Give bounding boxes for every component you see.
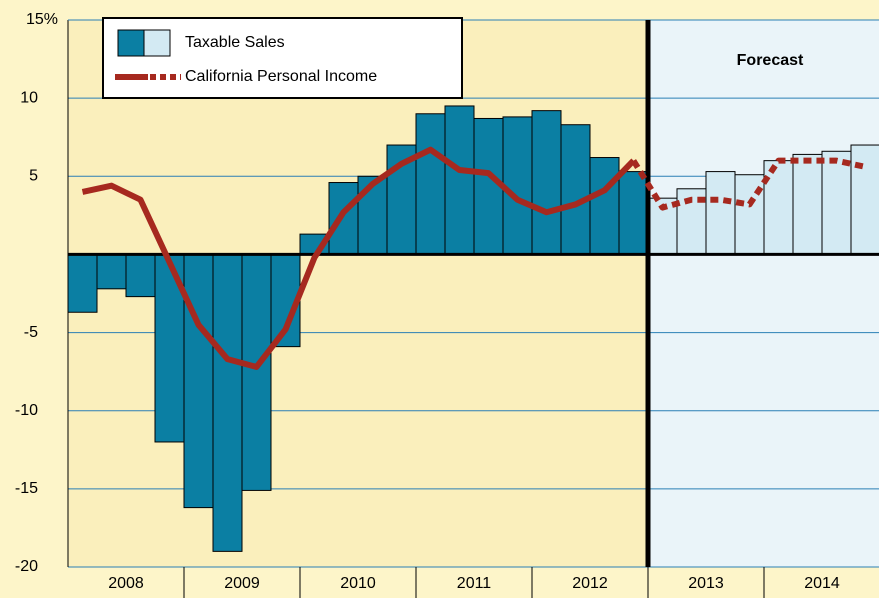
bar — [415, 113, 446, 255]
bar — [212, 253, 243, 552]
y-tick-label: -5 — [24, 324, 38, 341]
bar — [763, 160, 794, 255]
x-tick-label: 2014 — [804, 575, 840, 592]
bar — [792, 153, 823, 255]
x-tick-label: 2012 — [572, 575, 608, 592]
bar — [241, 253, 272, 491]
bar — [821, 150, 852, 255]
x-tick-label: 2008 — [108, 575, 144, 592]
legend-label: Taxable Sales — [185, 34, 285, 51]
line — [81, 146, 636, 370]
bar — [444, 105, 475, 255]
bar — [328, 182, 359, 255]
legend-label: California Personal Income — [185, 68, 377, 85]
bar — [473, 117, 504, 255]
y-tick-label: 10 — [20, 89, 38, 106]
y-tick-label: -15 — [15, 480, 38, 497]
legend-swatch — [117, 29, 145, 57]
forecast-area — [648, 20, 879, 567]
bar — [705, 171, 736, 255]
x-tick-label: 2009 — [224, 575, 260, 592]
bar — [560, 124, 591, 255]
bar — [183, 253, 214, 509]
line-forecast — [630, 157, 867, 211]
bar — [531, 110, 562, 255]
y-tick-label: 15% — [26, 11, 58, 28]
bar — [96, 253, 127, 290]
legend-swatch-forecast — [143, 29, 171, 57]
bar — [589, 157, 620, 255]
forecast-label: Forecast — [737, 52, 804, 69]
bar — [67, 253, 98, 313]
x-tick-label: 2011 — [457, 575, 492, 592]
x-tick-label: 2013 — [688, 575, 724, 592]
x-tick-label: 2010 — [340, 575, 376, 592]
y-tick-label: 5 — [29, 168, 38, 185]
y-tick-label: -20 — [15, 558, 38, 575]
bar — [125, 253, 156, 298]
bar — [502, 116, 533, 255]
bar — [850, 144, 879, 255]
y-tick-label: -10 — [15, 402, 38, 419]
bar — [618, 171, 649, 255]
